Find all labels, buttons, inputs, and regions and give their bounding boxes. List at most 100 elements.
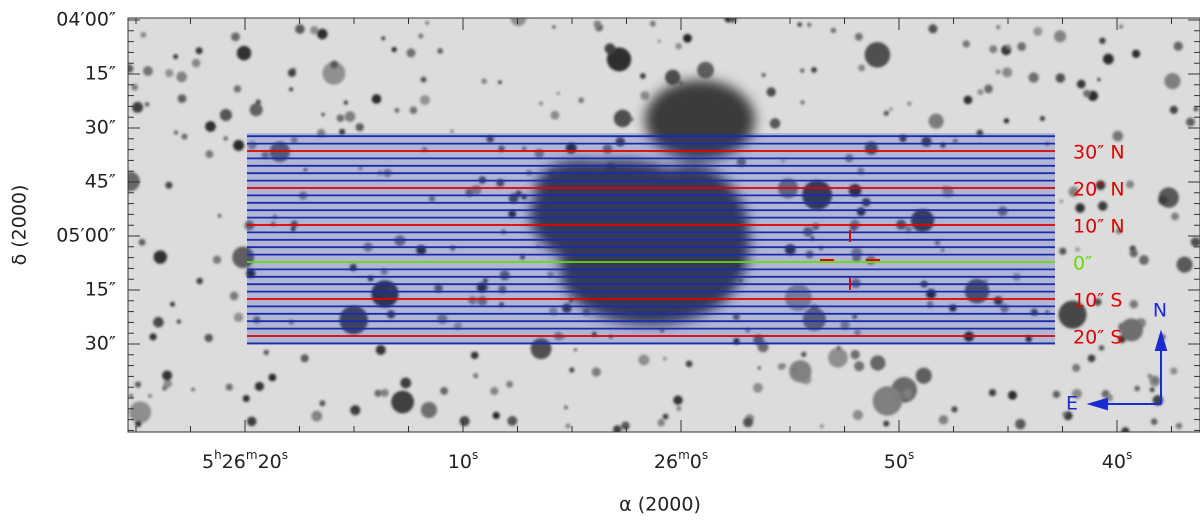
star (550, 110, 560, 120)
star (675, 42, 683, 50)
star (1025, 335, 1032, 343)
star (1062, 412, 1068, 417)
star (662, 413, 669, 420)
star (225, 383, 233, 391)
star (352, 412, 357, 416)
star (375, 344, 386, 355)
star (752, 382, 763, 393)
star (1164, 73, 1181, 90)
star (766, 87, 776, 97)
star (254, 381, 265, 391)
star (233, 139, 245, 151)
star (339, 305, 368, 335)
star (852, 253, 862, 263)
star (1072, 363, 1081, 372)
star (564, 405, 568, 410)
star (380, 388, 389, 397)
star (181, 133, 188, 140)
star (840, 320, 850, 330)
star (1075, 247, 1080, 252)
star (910, 209, 935, 233)
star (889, 107, 893, 112)
star (173, 54, 178, 60)
star (420, 95, 430, 106)
star (371, 94, 382, 104)
star (128, 171, 140, 192)
star (685, 360, 693, 368)
star (649, 20, 656, 27)
star (339, 128, 346, 135)
star (290, 136, 298, 144)
star (1176, 256, 1193, 273)
star (165, 181, 173, 189)
compass (1086, 329, 1168, 411)
star (697, 61, 714, 79)
star (872, 386, 903, 416)
star (506, 380, 514, 388)
star (145, 102, 150, 107)
star (1015, 418, 1026, 430)
star (246, 268, 256, 278)
star (1129, 249, 1138, 258)
star (319, 400, 326, 407)
star (1055, 73, 1066, 83)
star (988, 389, 997, 397)
star (811, 67, 817, 73)
star (638, 354, 650, 366)
star (997, 206, 1008, 217)
star (1097, 77, 1101, 82)
star (883, 420, 890, 427)
star (886, 395, 891, 400)
star (1153, 378, 1158, 383)
star (552, 25, 556, 29)
star (1033, 26, 1043, 36)
star (287, 68, 297, 78)
star (928, 24, 938, 34)
star (962, 40, 970, 48)
slits (247, 135, 1055, 345)
star (223, 136, 228, 141)
compass-north: N (1153, 300, 1167, 322)
star (952, 138, 958, 144)
star (261, 151, 270, 160)
star (902, 388, 913, 399)
star (450, 129, 454, 133)
star (801, 351, 807, 358)
star (1120, 318, 1144, 342)
star (263, 349, 269, 356)
star (481, 78, 488, 85)
axis-ticks (128, 18, 1200, 432)
star (800, 100, 805, 105)
star (977, 89, 984, 96)
star (129, 394, 134, 398)
star (1190, 237, 1200, 247)
star (995, 69, 1001, 75)
star (420, 76, 427, 83)
star (1054, 30, 1067, 43)
star (470, 351, 479, 360)
y-tick-label: 05′00″ (56, 225, 116, 247)
star (300, 354, 309, 363)
star (630, 117, 634, 121)
star (174, 130, 178, 135)
star (1099, 37, 1106, 44)
star (170, 301, 175, 307)
star (1087, 354, 1096, 363)
star (1171, 212, 1180, 221)
star (212, 255, 222, 264)
star (1068, 186, 1079, 197)
star (1006, 44, 1011, 50)
y-tick-label: 45″ (85, 171, 116, 193)
star (781, 158, 786, 163)
star (388, 286, 395, 292)
slit-label: 20″ S (1073, 327, 1122, 349)
star (1134, 385, 1140, 392)
star (1175, 422, 1183, 430)
star (1028, 72, 1039, 83)
star (149, 333, 157, 341)
star (1098, 201, 1108, 211)
star (498, 80, 502, 84)
star (1002, 67, 1013, 78)
star (1119, 24, 1123, 29)
star (191, 58, 201, 68)
